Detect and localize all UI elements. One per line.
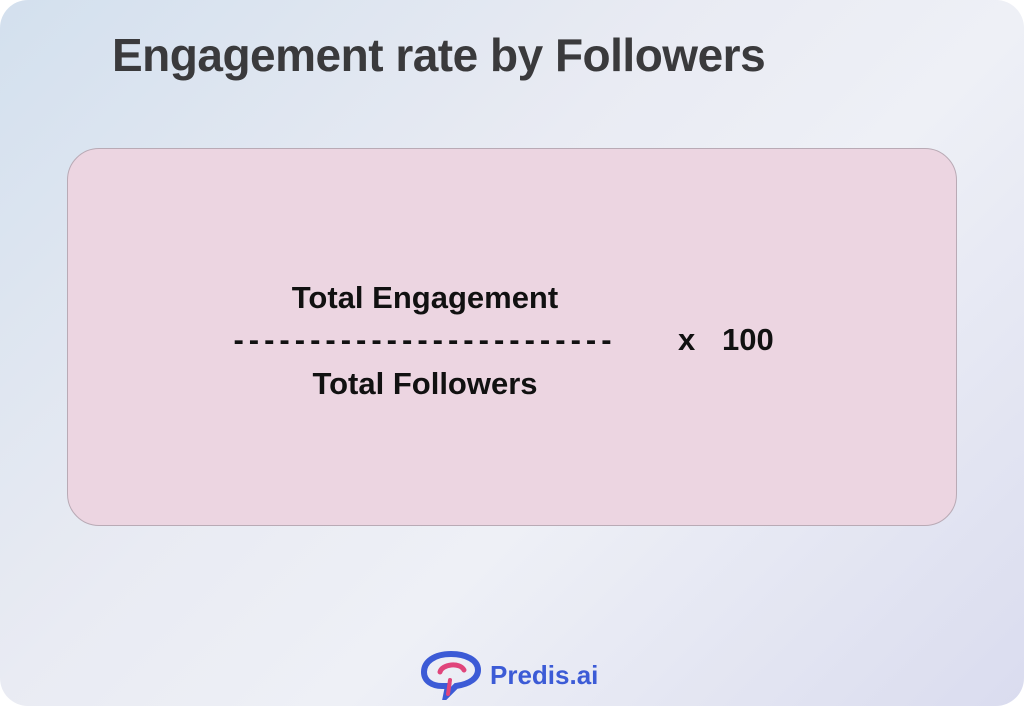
multiplier: 100 xyxy=(722,322,774,357)
formula-box xyxy=(67,148,957,526)
operator: x xyxy=(678,322,696,357)
numerator: Total Engagement xyxy=(291,280,559,315)
title: Engagement rate by Followers xyxy=(112,29,766,81)
denominator: Total Followers xyxy=(312,366,538,401)
logo-icon xyxy=(420,650,482,700)
fraction-line: ------------------------- xyxy=(233,322,617,357)
logo: Predis.ai xyxy=(420,650,598,700)
brand-name: Predis.ai xyxy=(490,659,599,690)
